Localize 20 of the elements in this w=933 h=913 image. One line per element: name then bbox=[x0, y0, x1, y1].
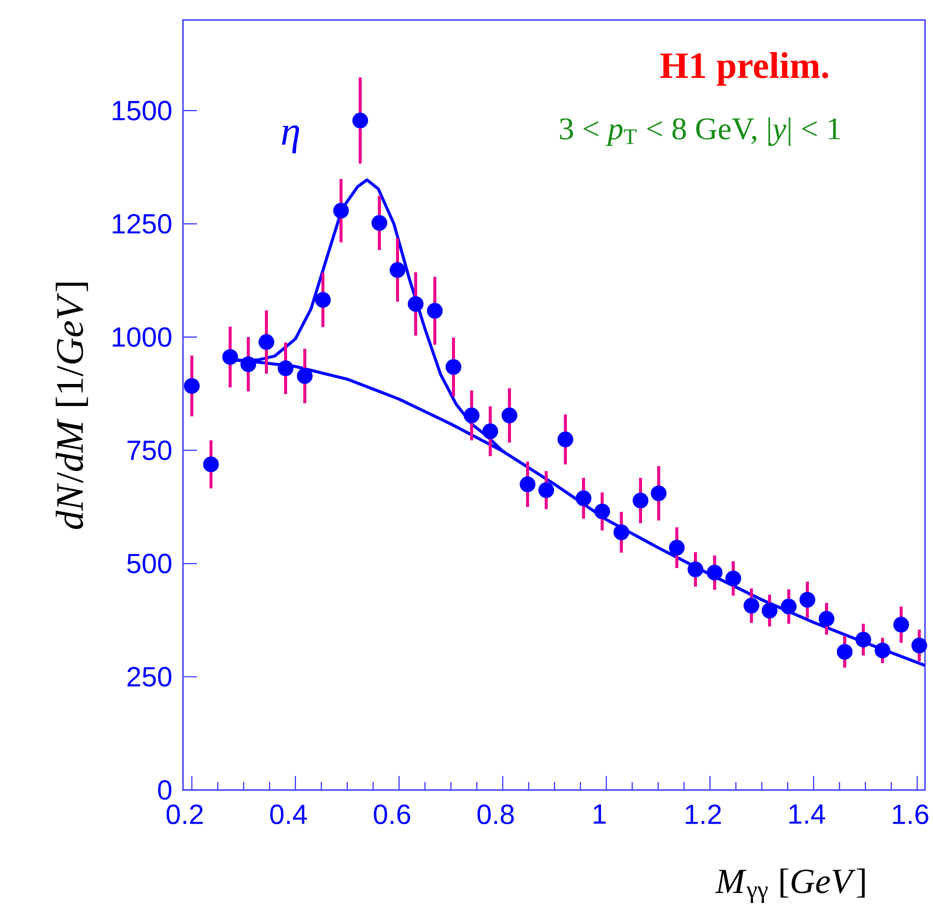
x-tick-label: 1.2 bbox=[686, 804, 721, 824]
x-tick-label: 0.2 bbox=[166, 804, 203, 824]
x-tick-label: 1 bbox=[594, 804, 606, 824]
x-tick-label: 1.6 bbox=[893, 804, 928, 824]
annotation: 3 < p$_{T}$ < 8 GeV, |y| < 1 bbox=[560, 117, 840, 146]
x-tick-label: 0.8 bbox=[477, 804, 514, 824]
y-tick-label: 750 bbox=[128, 440, 172, 460]
x-tick-label: 0.4 bbox=[270, 804, 307, 824]
y-tick-label: 500 bbox=[127, 554, 172, 574]
y-tick-label: 1250 bbox=[112, 214, 172, 234]
y-axis-title: dN/dM [1/GeV] bbox=[56, 282, 88, 529]
y-tick-label: 1500 bbox=[112, 100, 172, 120]
x-tick-label: 1.4 bbox=[789, 804, 826, 824]
text: H1 prelim. bbox=[660, 52, 828, 86]
y-tick-label: 250 bbox=[128, 666, 172, 687]
x-axis-title: M$_{γγ}$ [GeV] bbox=[715, 868, 865, 903]
x-tick-label: 0.6 bbox=[374, 804, 410, 824]
y-tick-label: 1000 bbox=[112, 327, 172, 347]
annotation: η bbox=[282, 125, 300, 154]
y-tick-label: 0 bbox=[158, 780, 172, 800]
